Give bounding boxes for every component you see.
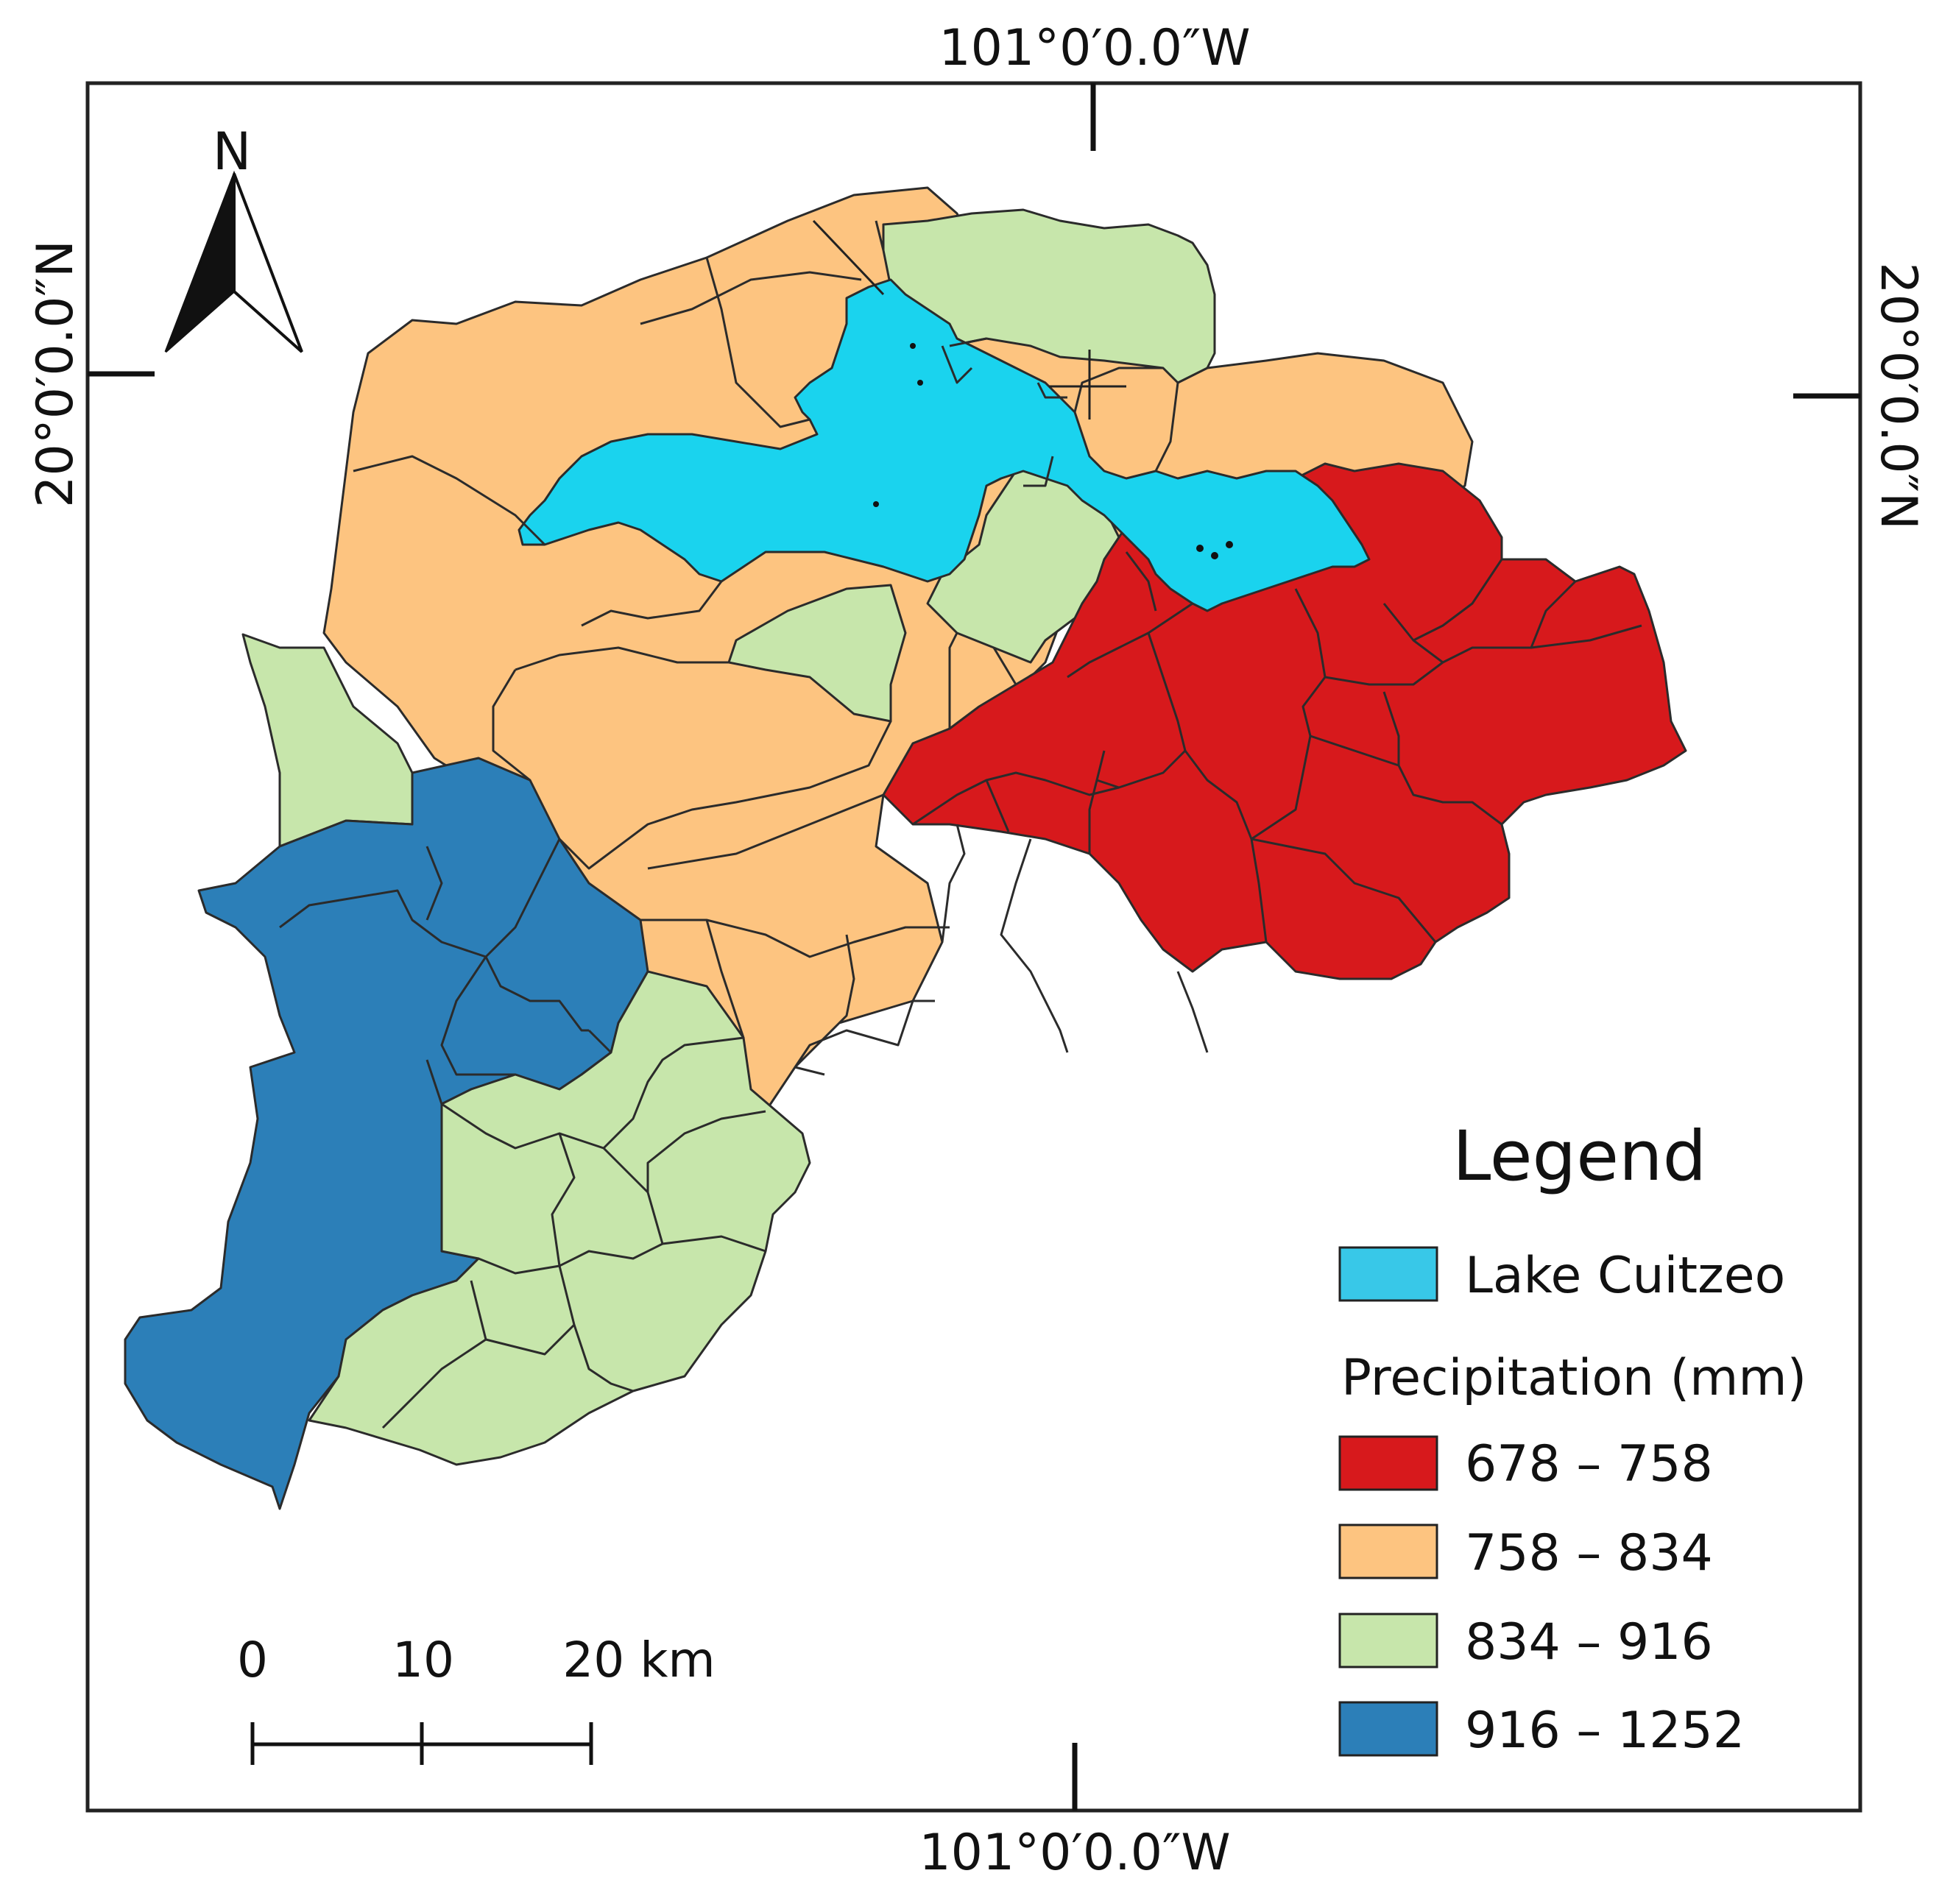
lake-island	[910, 343, 916, 349]
legend-swatch-916-1252	[1338, 1701, 1438, 1757]
scale-label-0: 0	[237, 1632, 268, 1688]
lake-island	[1211, 552, 1218, 559]
legend-precipitation-heading: Precipitation (mm)	[1341, 1349, 1806, 1407]
scale-label-10: 10	[392, 1632, 454, 1688]
lake-cuitzeo	[518, 278, 1371, 612]
legend-swatch-678-758	[1338, 1435, 1438, 1491]
bottom-longitude-label: 101°0′0.0″W	[919, 1824, 1230, 1882]
basin-red-east	[882, 462, 1687, 980]
legend-label-916-1252: 916 – 1252	[1465, 1702, 1745, 1760]
left-latitude-label: 20°0′0.0″N	[27, 240, 85, 508]
legend: Legend Lake Cuitzeo Precipitation (mm) 6…	[1338, 1116, 1806, 1760]
north-label: N	[213, 121, 251, 182]
north-arrow: N	[164, 121, 303, 353]
legend-label-834-916: 834 – 916	[1465, 1613, 1713, 1671]
basins-layer	[124, 186, 1687, 1510]
lake-island	[1226, 541, 1233, 548]
legend-swatch-758-834	[1338, 1523, 1438, 1579]
basin-green-south	[308, 970, 811, 1466]
river-line	[812, 219, 885, 296]
legend-swatch-lake	[1338, 1246, 1438, 1302]
lake-island	[917, 380, 923, 386]
lake-island	[873, 501, 879, 507]
legend-label-678-758: 678 – 758	[1465, 1435, 1713, 1493]
legend-label-758-834: 758 – 834	[1465, 1524, 1713, 1582]
legend-title: Legend	[1452, 1116, 1706, 1197]
scale-label-20km: 20 km	[562, 1632, 715, 1688]
lake-island	[1196, 545, 1204, 552]
legend-swatch-834-916	[1338, 1613, 1438, 1668]
basin-green-center-west	[727, 584, 907, 723]
right-latitude-label: 20°0′0.0″N	[1869, 262, 1927, 530]
top-longitude-label: 101°0′0.0″W	[939, 19, 1250, 77]
legend-label-lake: Lake Cuitzeo	[1465, 1247, 1785, 1305]
basin-boundaries	[279, 220, 1642, 1429]
scale-bar: 0 10 20 km	[237, 1632, 716, 1765]
